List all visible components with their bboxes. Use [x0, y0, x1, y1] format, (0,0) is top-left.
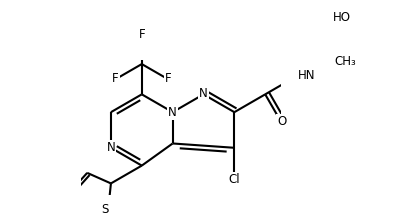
Text: CH₃: CH₃ [334, 55, 356, 68]
Text: HO: HO [332, 11, 350, 24]
Text: O: O [277, 115, 286, 128]
Text: HN: HN [298, 70, 316, 82]
Text: N: N [199, 87, 208, 100]
Text: N: N [107, 141, 115, 154]
Text: F: F [139, 28, 145, 41]
Text: N: N [168, 106, 177, 119]
Text: F: F [165, 72, 171, 85]
Text: Cl: Cl [229, 173, 240, 186]
Text: S: S [101, 203, 109, 216]
Text: F: F [112, 72, 119, 85]
